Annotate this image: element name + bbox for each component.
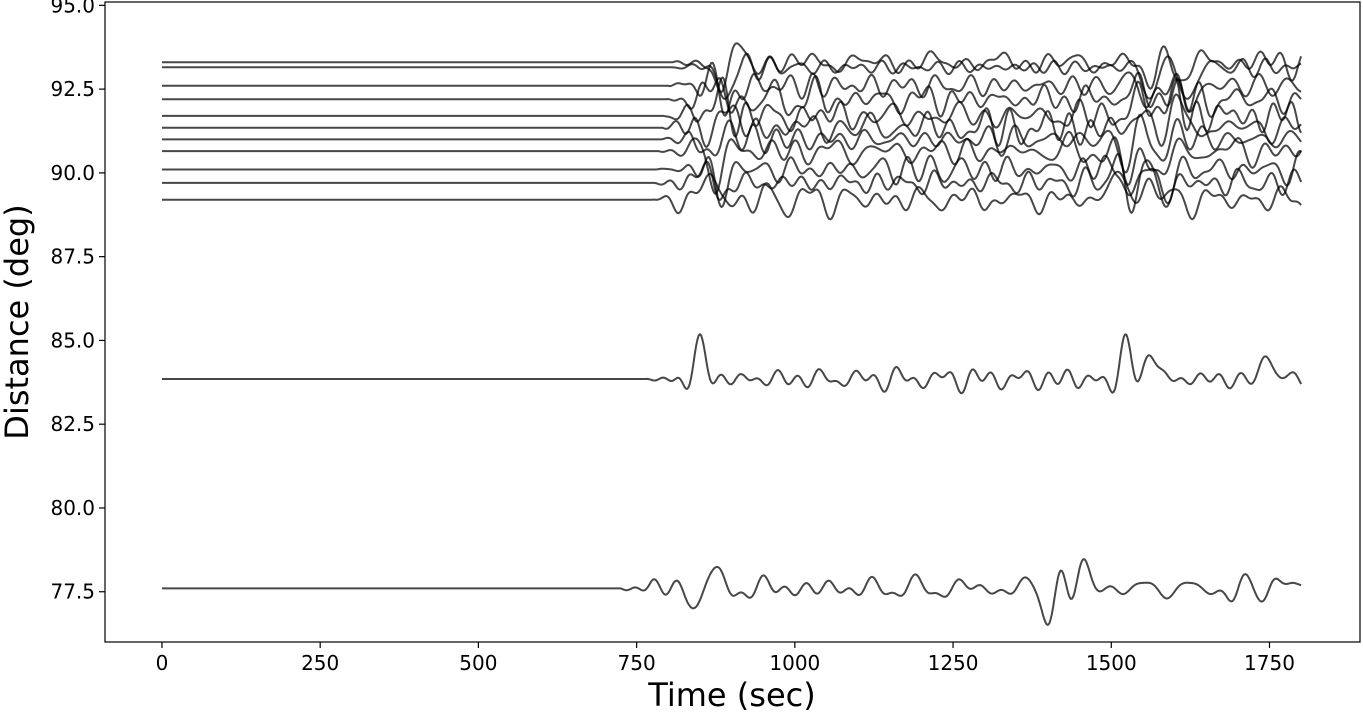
x-tick-label: 0 (156, 651, 169, 675)
trace-line (162, 42, 1303, 94)
trace-line (162, 93, 1302, 148)
trace-line (162, 333, 1303, 395)
traces (162, 42, 1303, 626)
trace-line (162, 76, 1302, 138)
y-tick-label: 90.0 (50, 161, 95, 185)
y-tick-label: 95.0 (50, 0, 95, 17)
y-tick-label: 82.5 (50, 412, 95, 436)
x-tick-label: 750 (618, 651, 656, 675)
trace-line (162, 61, 1302, 117)
y-tick-label: 85.0 (50, 328, 95, 352)
x-axis-title: Time (sec) (647, 676, 815, 712)
x-tick-label: 1250 (928, 651, 979, 675)
trace-line (162, 558, 1302, 626)
y-tick-label: 92.5 (50, 77, 95, 101)
trace-line (162, 150, 1302, 208)
x-tick-label: 1500 (1086, 651, 1137, 675)
trace-line (162, 130, 1303, 195)
y-axis-title: Distance (deg) (0, 204, 36, 439)
plot-frame (104, 1, 1361, 643)
trace-line (162, 153, 1303, 214)
x-tick-label: 1750 (1244, 651, 1295, 675)
trace-line (162, 71, 1302, 118)
x-tick-label: 500 (459, 651, 497, 675)
y-tick-label: 77.5 (50, 580, 95, 604)
x-axis: 0 250 500 750 1000 1250 1500 1750 (156, 642, 1295, 675)
y-tick-label: 87.5 (50, 245, 95, 269)
x-tick-label: 1000 (769, 651, 820, 675)
trace-line (162, 170, 1302, 221)
y-axis: 77.5 80.0 82.5 85.0 87.5 90.0 92.5 95.0 (50, 0, 105, 604)
x-tick-label: 250 (301, 651, 339, 675)
y-tick-label: 80.0 (50, 496, 95, 520)
